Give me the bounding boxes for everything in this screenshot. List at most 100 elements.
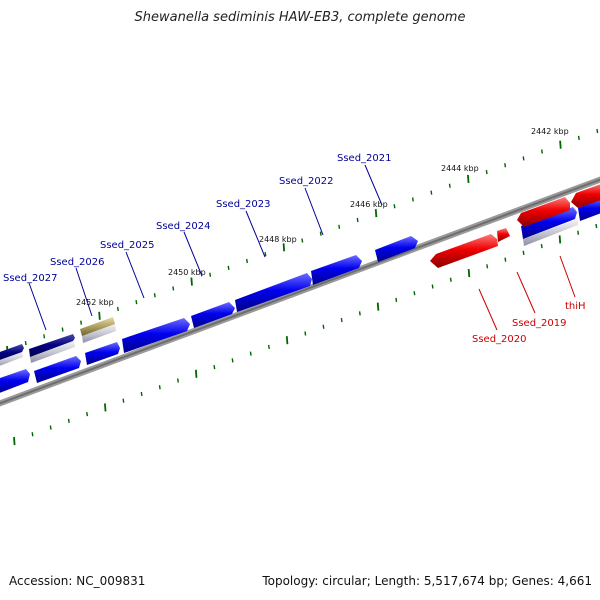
kbp-tick-row-upper xyxy=(6,128,599,355)
tick-mark xyxy=(13,436,16,446)
tick-mark xyxy=(522,250,525,255)
genome-summary: Topology: circular; Length: 5,517,674 bp… xyxy=(262,574,592,588)
tick-mark xyxy=(393,204,396,209)
tick-mark xyxy=(522,156,525,161)
tick-mark xyxy=(540,149,543,154)
tick-mark xyxy=(374,209,378,218)
gene-label-ssed-2024[interactable]: Ssed_2024 xyxy=(156,221,211,232)
gene-arrow[interactable] xyxy=(80,317,115,336)
tick-mark xyxy=(485,169,488,175)
gene-label-leaders xyxy=(28,164,576,331)
gene-label-ssed-2027[interactable]: Ssed_2027 xyxy=(3,273,58,284)
gene-arrow[interactable] xyxy=(0,369,30,395)
gene-label-ssed-2019[interactable]: Ssed_2019 xyxy=(512,318,567,329)
tick-mark xyxy=(577,135,580,140)
gene-arrow[interactable] xyxy=(571,183,600,208)
tick-mark xyxy=(449,277,452,282)
tick-mark xyxy=(24,341,27,346)
tick-mark xyxy=(285,336,289,345)
gene-arrow[interactable] xyxy=(375,236,418,262)
topology-label: Topology: xyxy=(262,574,319,588)
gene-label-thih[interactable]: thiH xyxy=(565,301,586,312)
tick-mark xyxy=(190,277,193,286)
gene-label-ssed-2023[interactable]: Ssed_2023 xyxy=(216,199,271,210)
kbp-label: 2452 kbp xyxy=(76,298,114,307)
accession-label: Accession: xyxy=(9,574,73,588)
kbp-labels: 2442 kbp 2444 kbp 2446 kbp 2448 kbp 2450… xyxy=(76,127,569,307)
genes-value: 4,661 xyxy=(557,574,592,588)
tick-mark xyxy=(213,364,216,370)
tick-mark xyxy=(31,432,34,437)
tick-mark xyxy=(486,264,489,269)
gene-label-ssed-2021[interactable]: Ssed_2021 xyxy=(337,153,392,164)
tick-mark xyxy=(43,334,46,339)
map-title: Shewanella sediminis HAW-EB3, complete g… xyxy=(134,10,466,25)
gene-shadows xyxy=(0,219,578,366)
tick-mark xyxy=(98,311,101,320)
forward-strand-genes xyxy=(0,198,600,395)
tick-mark xyxy=(338,224,341,229)
tick-mark xyxy=(116,306,119,312)
tick-mark xyxy=(140,391,143,397)
gene-arrow[interactable] xyxy=(191,302,235,328)
reverse-strand-genes xyxy=(430,183,600,268)
tick-mark xyxy=(340,317,343,323)
gene-arrow[interactable] xyxy=(85,342,120,365)
gene-arrow[interactable] xyxy=(34,356,81,383)
gene-arrow[interactable] xyxy=(521,207,577,239)
gene-arrow[interactable] xyxy=(235,273,312,312)
tick-mark xyxy=(249,351,252,356)
tick-mark xyxy=(430,190,433,195)
tick-mark xyxy=(376,302,380,311)
gene-arrow[interactable] xyxy=(0,344,24,362)
gene-label-ssed-2025[interactable]: Ssed_2025 xyxy=(100,240,155,251)
tick-mark xyxy=(431,284,434,289)
gene-arrow[interactable] xyxy=(497,228,510,242)
tick-mark xyxy=(577,230,580,235)
tick-mark xyxy=(322,324,325,329)
tick-mark xyxy=(209,272,212,277)
tick-mark xyxy=(153,293,156,298)
tick-mark xyxy=(356,217,359,223)
tick-mark xyxy=(158,385,161,390)
gene-arrow[interactable] xyxy=(430,234,498,268)
topology-value: circular xyxy=(322,574,367,588)
gene-label-ssed-2020[interactable]: Ssed_2020 xyxy=(472,334,527,345)
tick-mark xyxy=(172,286,175,291)
gene-label-ssed-2022[interactable]: Ssed_2022 xyxy=(279,176,334,187)
forward-gene-labels: Ssed_2021 Ssed_2022 Ssed_2023 Ssed_2024 … xyxy=(3,153,392,284)
length-label: Length: xyxy=(374,574,421,588)
gene-arrow[interactable] xyxy=(122,318,190,353)
kbp-label: 2446 kbp xyxy=(350,200,388,209)
tick-mark xyxy=(176,378,179,383)
kbp-label: 2444 kbp xyxy=(441,164,479,173)
tick-mark xyxy=(304,331,307,336)
genome-backbone xyxy=(0,176,600,407)
gene-label-ssed-2026[interactable]: Ssed_2026 xyxy=(50,257,105,268)
tick-mark xyxy=(504,257,507,262)
reverse-gene-labels: thiH Ssed_2019 Ssed_2020 xyxy=(472,301,586,345)
tick-mark xyxy=(122,398,125,403)
length-value: 5,517,674 bp xyxy=(423,574,504,588)
tick-mark xyxy=(559,140,562,149)
tick-mark xyxy=(104,403,107,412)
tick-mark xyxy=(448,183,451,188)
genes-label: Genes: xyxy=(511,574,554,588)
kbp-label: 2442 kbp xyxy=(531,127,569,136)
gene-arrow[interactable] xyxy=(517,197,570,227)
tick-mark xyxy=(319,231,322,236)
kbp-label: 2450 kbp xyxy=(168,268,206,277)
accession-text: Accession: NC_009831 xyxy=(9,574,145,588)
tick-mark xyxy=(504,163,507,168)
tick-mark xyxy=(194,369,198,378)
tick-mark xyxy=(558,235,562,244)
kbp-label: 2448 kbp xyxy=(259,235,297,244)
gene-arrow[interactable] xyxy=(578,198,600,221)
gene-arrow[interactable] xyxy=(311,255,362,285)
tick-mark xyxy=(231,358,234,363)
accession-value: NC_009831 xyxy=(76,574,146,588)
gene-arrow[interactable] xyxy=(29,334,75,357)
tick-mark xyxy=(596,128,599,134)
tick-mark xyxy=(595,223,598,229)
